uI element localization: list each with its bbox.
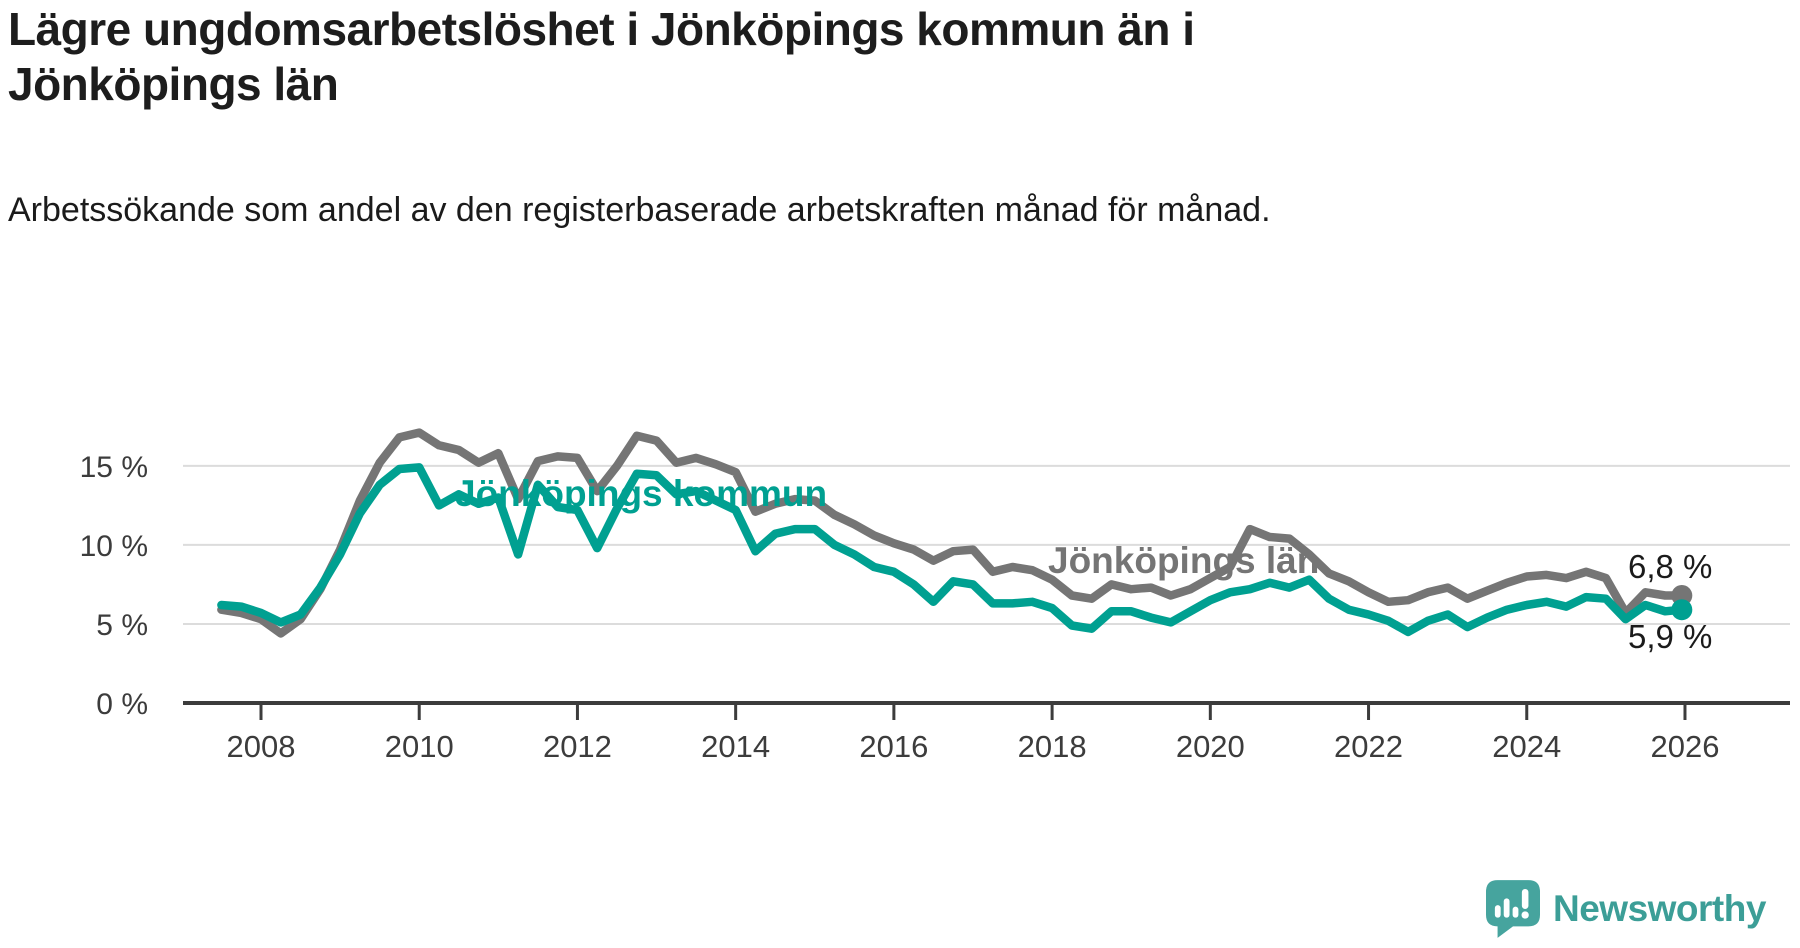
x-axis-tick-label: 2008 [227,729,296,764]
series-line-kommun [217,463,1687,637]
grid-layer [183,464,1790,625]
end-value-label-kommun: 5,9 % [1628,618,1712,655]
axis-layer: 0 % 5 % 10 % 15 % 2008 2010 2012 2014 2016 2018 20… [80,451,1790,764]
series-label-lan: Jönköpings län [1048,540,1319,581]
newsworthy-logo: Newsworthy [1486,880,1766,938]
series-end-dot-kommun [1671,599,1693,621]
x-axis-tick-label: 2022 [1334,729,1403,764]
y-axis-tick-label: 5 % [96,609,148,642]
chart-title: Lägre ungdomsarbetslöshet i Jönköpings k… [8,3,1195,111]
end-value-label-lan: 6,8 % [1628,548,1712,585]
series-layer [217,428,1693,638]
x-axis-tick-label: 2016 [859,729,928,764]
x-axis-tick-label: 2020 [1176,729,1245,764]
series-line-lan [217,428,1687,638]
x-axis-tick-label: 2014 [701,729,770,764]
x-axis-tick-label: 2026 [1650,729,1719,764]
chart-subtitle: Arbetssökande som andel av den registerb… [8,191,1271,229]
x-axis-tick-label: 2018 [1018,729,1087,764]
x-axis-tick-label: 2012 [543,729,612,764]
x-axis-tick-label: 2024 [1492,729,1561,764]
series-label-kommun: Jönköpings kommun [455,473,827,514]
x-axis-tick-label: 2010 [385,729,454,764]
label-layer: Jönköpings kommun Jönköpings län 6,8 % 5… [455,473,1712,655]
y-axis-tick-label: 15 % [80,451,148,484]
y-axis-tick-label: 0 % [96,688,148,721]
newsworthy-logo-icon [1486,880,1540,938]
newsworthy-logo-text: Newsworthy [1553,888,1766,929]
y-axis-tick-label: 10 % [80,530,148,563]
